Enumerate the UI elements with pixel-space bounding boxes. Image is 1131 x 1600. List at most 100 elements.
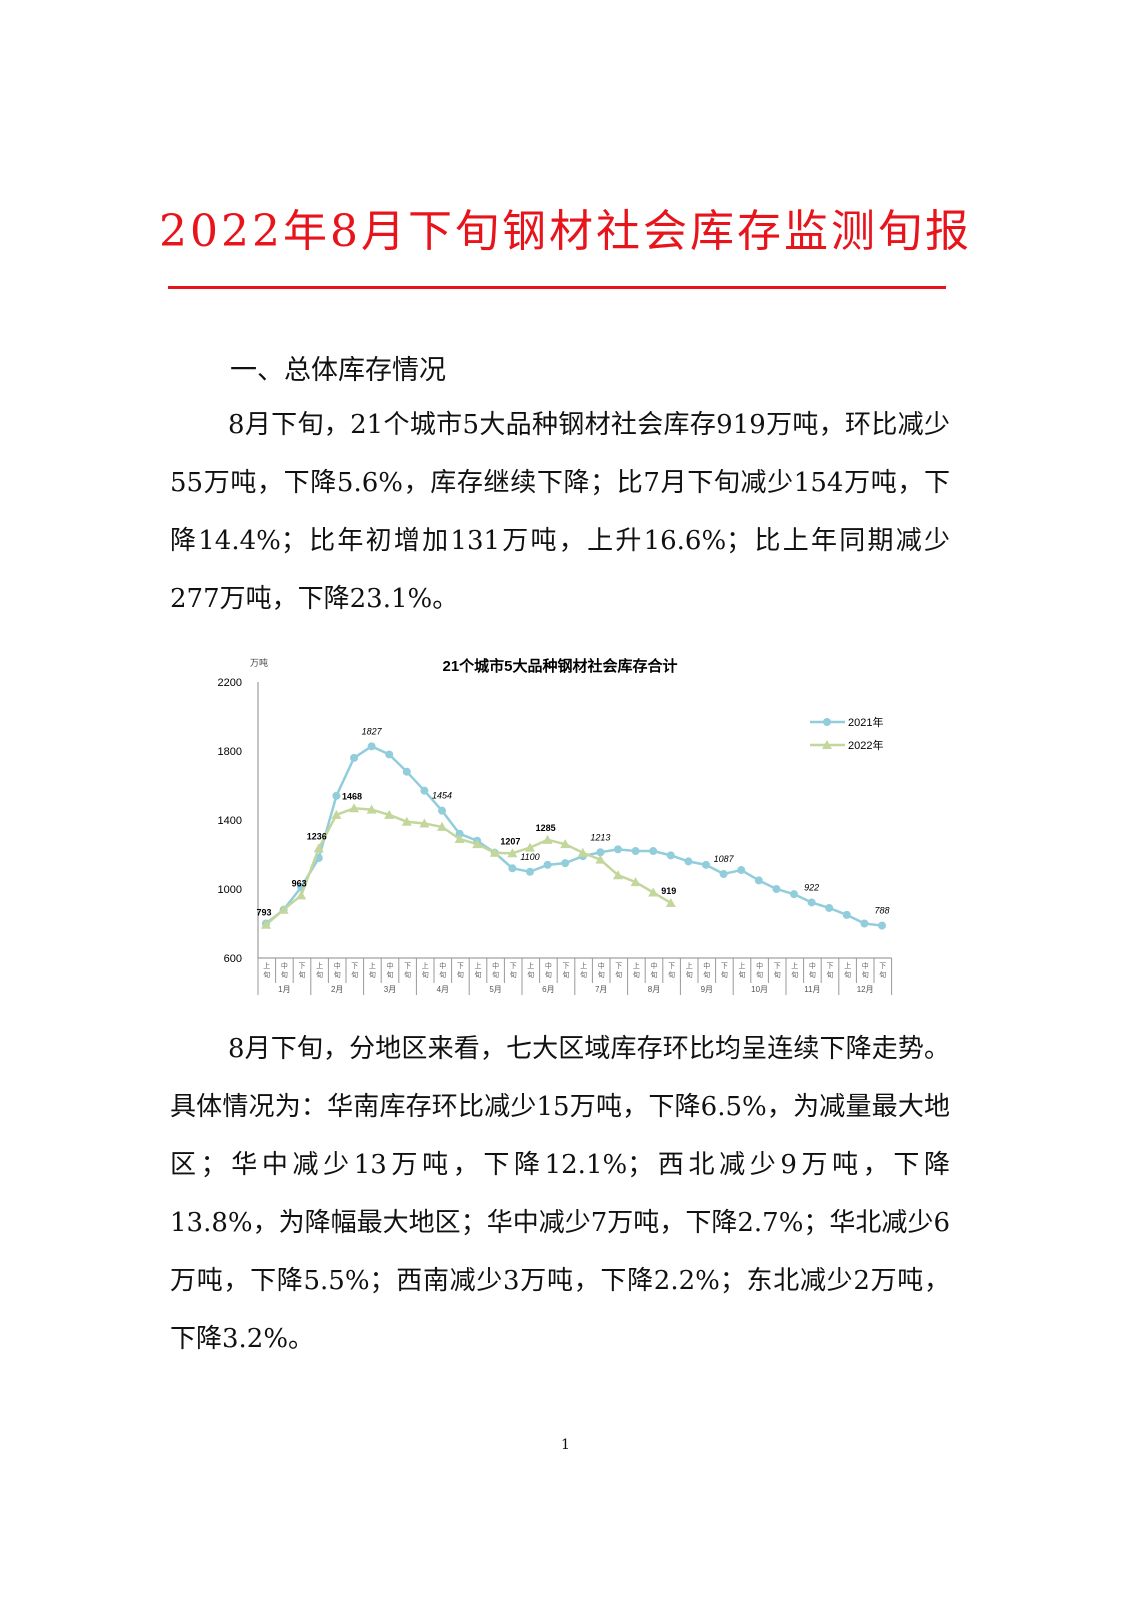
x-tick-label: 旬: [527, 970, 534, 979]
y-axis-unit: 万吨: [250, 657, 268, 668]
x-tick-label: 下: [721, 962, 728, 970]
x-tick-label: 旬: [351, 970, 358, 979]
month-label: 11月: [804, 985, 820, 994]
x-tick-label: 旬: [844, 970, 851, 979]
data-point: [807, 898, 816, 907]
x-tick-label: 上: [686, 961, 693, 970]
month-label: 1月: [278, 985, 290, 994]
x-tick-label: 上: [580, 961, 587, 970]
x-tick-label: 上: [263, 961, 270, 970]
data-point: [261, 919, 271, 929]
x-tick-label: 上: [475, 961, 482, 970]
x-tick-label: 旬: [299, 970, 306, 979]
data-point: [350, 753, 358, 762]
data-label: 1236: [307, 831, 327, 841]
data-point: [737, 866, 746, 875]
x-tick-label: 旬: [721, 970, 728, 979]
data-point: [332, 791, 341, 800]
x-tick-label: 旬: [756, 970, 763, 979]
y-tick-label: 2200: [218, 677, 242, 689]
data-point: [825, 903, 834, 912]
x-tick-label: 旬: [404, 970, 411, 979]
x-tick-label: 下: [615, 962, 622, 970]
x-tick-label: 旬: [580, 970, 587, 979]
x-tick-label: 旬: [791, 970, 798, 979]
data-label: 1100: [520, 852, 539, 862]
section-heading: 一、总体库存情况: [230, 355, 446, 386]
data-point: [367, 742, 376, 751]
x-tick-label: 旬: [633, 970, 640, 979]
x-tick-label: 旬: [492, 970, 499, 979]
data-point: [313, 843, 324, 853]
data-point: [437, 821, 447, 831]
page-number: 1: [561, 1437, 570, 1453]
x-tick-label: 旬: [510, 970, 517, 979]
x-tick-label: 中: [703, 961, 710, 970]
x-tick-label: 旬: [598, 970, 605, 979]
data-point: [842, 910, 851, 919]
data-point: [772, 885, 781, 893]
x-tick-label: 下: [774, 962, 781, 970]
x-tick-label: 上: [316, 961, 323, 970]
x-tick-label: 上: [844, 961, 851, 970]
x-tick-label: 中: [651, 961, 658, 970]
data-point: [665, 897, 676, 907]
x-tick-label: 中: [809, 961, 816, 970]
month-label: 2月: [331, 985, 343, 994]
data-label: 963: [292, 878, 307, 888]
data-point: [613, 870, 623, 880]
data-point: [384, 809, 395, 819]
x-tick-label: 旬: [879, 970, 886, 979]
x-tick-label: 中: [492, 961, 499, 970]
x-tick-label: 旬: [563, 970, 570, 979]
x-tick-label: 旬: [475, 970, 482, 979]
data-label: 788: [874, 906, 889, 916]
x-tick-label: 中: [598, 961, 605, 970]
data-point: [366, 804, 377, 814]
data-point: [684, 857, 693, 866]
x-tick-label: 旬: [316, 970, 323, 979]
month-label: 10月: [751, 985, 768, 994]
month-label: 7月: [595, 985, 607, 994]
x-tick-label: 中: [387, 961, 394, 970]
x-tick-label: 旬: [545, 970, 552, 979]
data-point: [790, 890, 798, 899]
month-label: 6月: [542, 985, 554, 994]
data-point: [596, 848, 605, 857]
x-tick-label: 下: [404, 962, 411, 970]
data-point: [702, 860, 710, 869]
data-point: [543, 860, 552, 869]
data-point: [402, 767, 411, 776]
x-tick-label: 上: [791, 961, 798, 970]
data-point: [614, 845, 622, 854]
x-tick-label: 旬: [369, 970, 376, 979]
x-tick-label: 旬: [387, 970, 394, 979]
x-tick-label: 中: [756, 961, 763, 970]
data-point: [860, 919, 869, 928]
x-tick-label: 上: [739, 961, 746, 970]
data-label: 1213: [590, 832, 610, 842]
x-tick-label: 下: [510, 962, 517, 970]
data-point: [631, 847, 640, 856]
month-label: 5月: [489, 985, 501, 994]
title-divider: [168, 286, 946, 289]
data-label: 1468: [342, 791, 362, 801]
data-point: [278, 904, 289, 914]
data-point: [438, 806, 446, 815]
x-tick-label: 旬: [809, 970, 816, 979]
x-tick-label: 旬: [827, 970, 834, 979]
y-tick-label: 1000: [218, 884, 242, 896]
x-tick-label: 旬: [651, 970, 658, 979]
report-title: 2022年8月下旬钢材社会库存监测旬报: [159, 206, 972, 257]
data-point: [526, 867, 534, 876]
data-point: [420, 786, 429, 795]
month-label: 9月: [701, 985, 713, 994]
data-point: [754, 876, 763, 885]
data-point: [666, 851, 675, 860]
y-tick-label: 1800: [218, 746, 242, 758]
x-tick-label: 中: [334, 961, 341, 970]
data-point: [508, 864, 517, 873]
month-label: 3月: [384, 985, 396, 994]
x-tick-label: 上: [369, 961, 376, 970]
data-point: [525, 842, 535, 852]
